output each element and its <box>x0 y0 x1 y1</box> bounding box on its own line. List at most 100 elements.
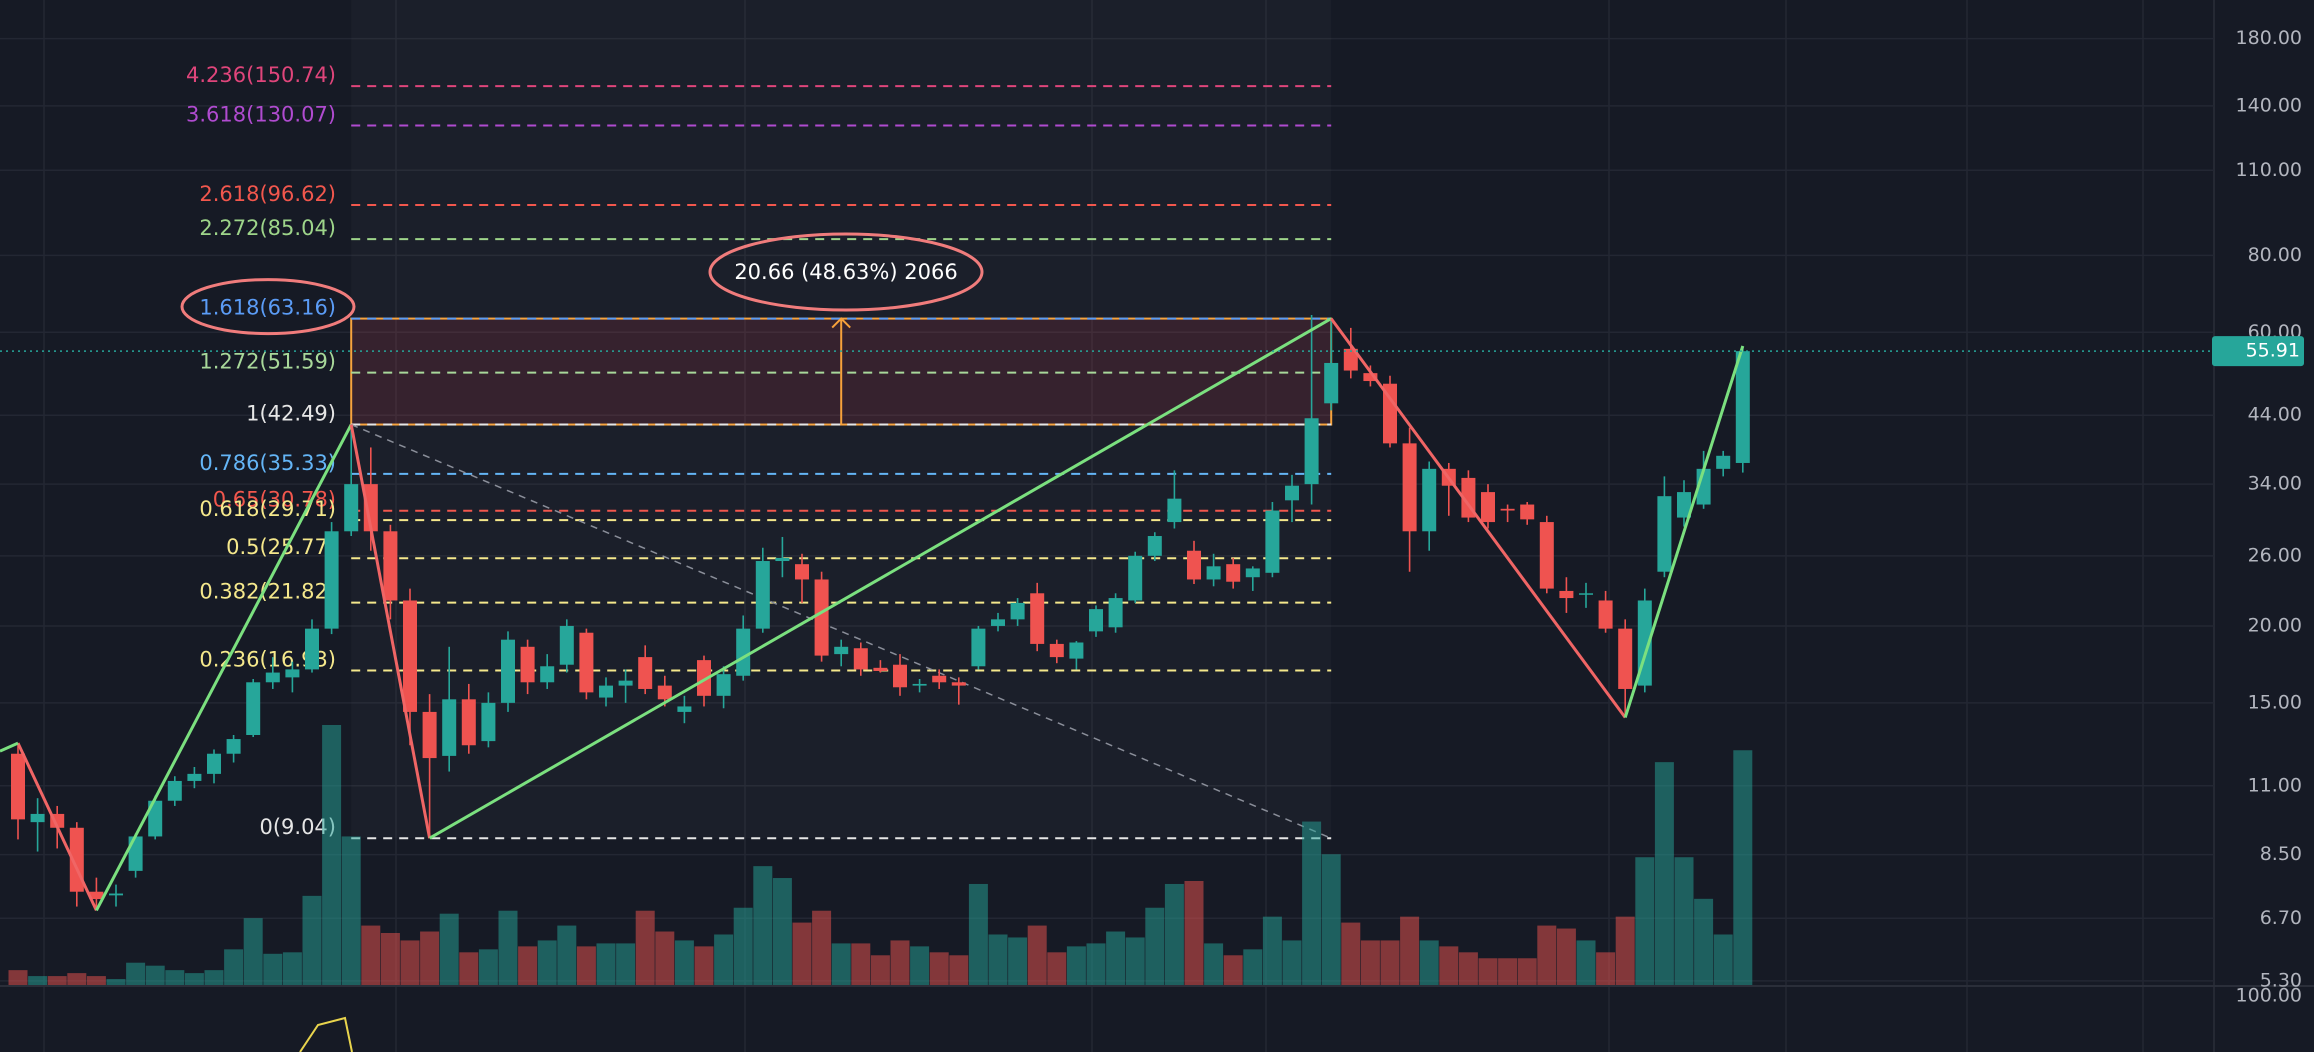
volume-bar <box>145 965 165 985</box>
volume-bar <box>1086 943 1106 985</box>
candle-body <box>1598 600 1613 629</box>
volume-bar <box>674 940 694 985</box>
y-tick-label: 11.00 <box>2248 774 2302 796</box>
measure-label: 20.66 (48.63%) 2066 <box>734 260 957 284</box>
fib-level-label: 3.618(130.07) <box>186 102 336 126</box>
volume-bar <box>243 918 263 985</box>
volume-bar <box>1282 940 1302 985</box>
volume-bar <box>1380 940 1400 985</box>
volume-bar <box>126 962 146 985</box>
volume-bar <box>576 946 596 985</box>
measure-ellipse <box>708 232 984 312</box>
volume-bar <box>1596 952 1616 985</box>
candle-body <box>1677 492 1691 518</box>
volume-bar <box>478 949 498 985</box>
candle-body <box>1363 373 1378 382</box>
candle-body <box>1108 598 1123 628</box>
y-tick-label: 140.00 <box>2236 94 2302 116</box>
candle-body <box>951 682 966 686</box>
volume-bar <box>792 922 812 985</box>
candle-body <box>1069 642 1084 659</box>
candle-body <box>167 780 182 801</box>
candle-body <box>1500 508 1515 511</box>
candle-body <box>657 685 672 700</box>
volume-bar <box>224 949 244 985</box>
fib-level-label: 2.272(85.04) <box>199 216 336 240</box>
volume-bar <box>1204 943 1224 985</box>
volume-bar <box>518 946 538 985</box>
volume-bar <box>439 913 459 985</box>
volume-bar <box>1223 955 1243 985</box>
candle-body <box>1324 362 1339 404</box>
candle-body <box>187 773 202 781</box>
volume-bar <box>86 976 106 985</box>
fib-level-label: 1(42.49) <box>246 402 336 426</box>
candle-body <box>1559 590 1574 599</box>
candle-body <box>1226 564 1241 582</box>
y-tick-label: 5.30 <box>2260 969 2302 991</box>
volume-bar <box>498 910 518 985</box>
zigzag-lead <box>0 741 19 753</box>
candle-body <box>30 813 45 823</box>
candle-body <box>442 699 457 756</box>
candle-body <box>305 628 319 670</box>
y-tick-label: 44.00 <box>2248 404 2302 426</box>
zigzag-segment <box>349 424 432 839</box>
volume-bar <box>910 946 930 985</box>
candle-body <box>383 531 398 601</box>
volume-bar <box>929 952 949 985</box>
volume-bar <box>8 970 28 985</box>
candle-body <box>1265 510 1280 573</box>
lower-pane-tick-label: 100.00 <box>2236 985 2302 1007</box>
volume-bar <box>28 976 48 985</box>
volume-bar <box>282 952 302 985</box>
volume-bar <box>1321 854 1341 985</box>
volume-bar <box>1458 952 1478 985</box>
candle-body <box>1167 498 1182 523</box>
candle-body <box>1579 593 1593 595</box>
candle-body <box>873 667 888 671</box>
volume-bar <box>204 970 224 985</box>
trend-dashed <box>350 423 1332 839</box>
candle-body <box>991 619 1005 626</box>
volume-bar <box>733 907 753 985</box>
volume-bar <box>1498 958 1518 985</box>
candle-body <box>226 739 241 754</box>
fib-level-label: 0.618(29.71) <box>199 497 336 521</box>
candle-body <box>638 657 653 689</box>
volume-bar <box>1478 958 1498 985</box>
volume-bar <box>1733 750 1753 985</box>
volume-bar <box>714 934 734 985</box>
candle-body <box>1089 609 1103 632</box>
candle-body <box>344 484 359 532</box>
oscillator-line <box>299 1016 353 1052</box>
volume-bar <box>1517 958 1537 985</box>
candle-body <box>148 800 163 837</box>
volume-bar <box>635 910 655 985</box>
volume-bar <box>870 955 890 985</box>
zigzag-segment <box>428 317 1332 840</box>
candle-body <box>1030 593 1045 644</box>
candle-body <box>1343 348 1358 371</box>
candle-body <box>1657 496 1672 572</box>
candle-body <box>1520 504 1535 520</box>
volume-bar <box>772 878 792 985</box>
candle-body <box>540 666 555 683</box>
volume-bar <box>890 940 910 985</box>
measure-arrowhead <box>831 317 851 329</box>
volume-bar <box>67 973 87 985</box>
volume-bar <box>1360 940 1380 985</box>
volume-bar <box>1125 937 1145 985</box>
candle-body <box>1539 522 1554 589</box>
volume-bar <box>165 970 185 985</box>
fib-level-label: 2.618(96.62) <box>199 182 336 206</box>
candle-body <box>324 531 339 629</box>
volume-bar <box>1635 857 1655 985</box>
volume-bar <box>949 955 969 985</box>
volume-bar <box>1556 928 1576 985</box>
candle-body <box>89 891 104 900</box>
y-tick-label: 26.00 <box>2248 544 2302 566</box>
candle-body <box>1402 443 1417 532</box>
volume-bar <box>1184 881 1204 985</box>
